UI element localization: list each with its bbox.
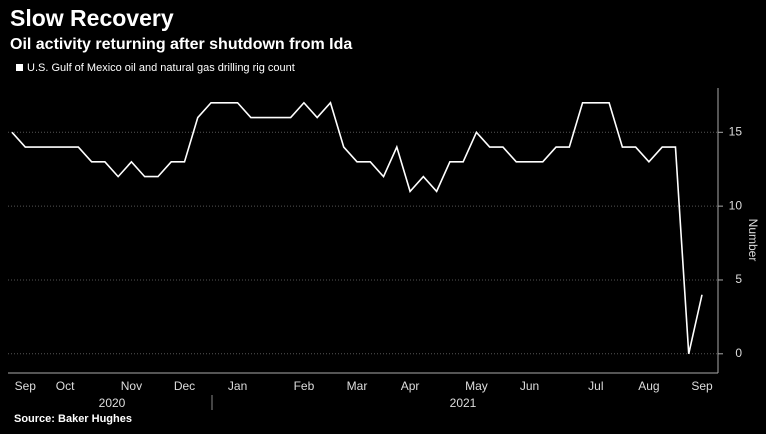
x-tick-label: Jul — [588, 379, 603, 393]
y-tick-label: 10 — [729, 198, 743, 212]
x-tick-label: Sep — [15, 379, 37, 393]
x-tick-label: Nov — [121, 379, 142, 393]
y-tick-label: 15 — [729, 124, 743, 138]
y-tick-label: 5 — [735, 272, 742, 286]
y-tick-label: 0 — [735, 346, 742, 360]
x-tick-label: Jan — [228, 379, 247, 393]
year-label: 2021 — [450, 396, 477, 410]
x-tick-label: Oct — [56, 379, 75, 393]
chart-title: Slow Recovery — [10, 5, 174, 31]
chart-subtitle: Oil activity returning after shutdown fr… — [10, 36, 352, 53]
x-tick-label: Mar — [347, 379, 368, 393]
x-tick-label: Dec — [174, 379, 195, 393]
legend-label: U.S. Gulf of Mexico oil and natural gas … — [27, 62, 295, 74]
year-label: 2020 — [99, 396, 126, 410]
x-tick-label: Apr — [401, 379, 420, 393]
source: Source: Baker Hughes — [14, 413, 132, 425]
legend-swatch — [16, 64, 23, 71]
x-tick-label: Aug — [638, 379, 659, 393]
x-tick-label: Sep — [691, 379, 713, 393]
x-tick-label: Feb — [294, 379, 315, 393]
series-line — [11, 101, 703, 354]
y-axis-label: Number — [746, 219, 760, 262]
x-tick-label: Jun — [520, 379, 539, 393]
x-tick-label: May — [465, 379, 488, 393]
